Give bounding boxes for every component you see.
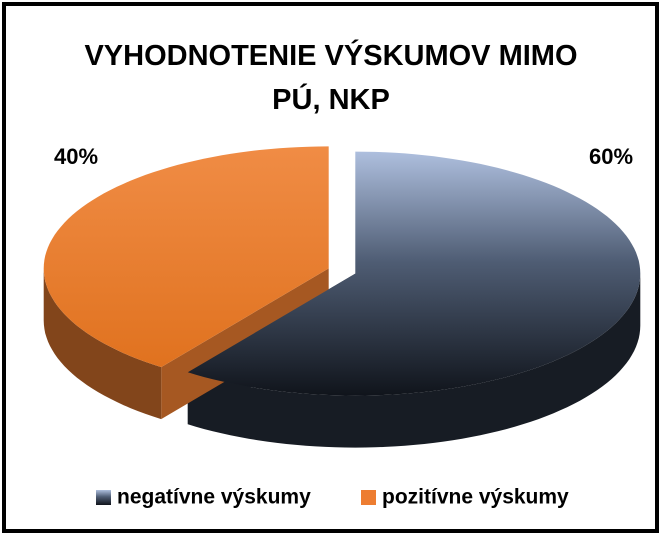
legend-swatch	[361, 490, 376, 505]
data-label: 40%	[54, 144, 98, 169]
chart: 60% 40% negatívne výskumy pozitívne výskumy	[43, 144, 641, 509]
data-label: 60%	[589, 144, 633, 169]
slice-side	[43, 268, 162, 420]
pie-slice	[43, 146, 329, 368]
pie-slice	[187, 151, 641, 396]
slice-side	[187, 273, 641, 448]
legend-swatch	[96, 490, 111, 505]
legend-label: pozitívne výskumy	[382, 486, 569, 509]
chart-title: VYHODNOTENIE VÝSKUMOV MIMO PÚ, NKP	[84, 40, 578, 116]
legend-label: negatívne výskumy	[117, 486, 311, 509]
